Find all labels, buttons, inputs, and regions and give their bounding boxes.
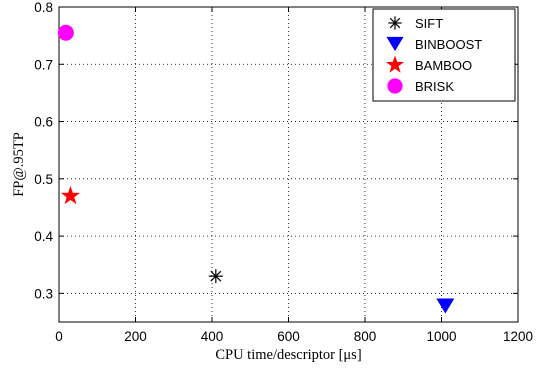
legend: SIFT BINBOOST BAMBOO BRISK (372, 8, 516, 102)
legend-marker-binboost (386, 36, 404, 52)
legend-label: SIFT (415, 16, 443, 31)
x-tick-label: 600 (277, 329, 300, 344)
legend-label: BINBOOST (415, 37, 482, 52)
data-point-brisk (57, 24, 74, 41)
x-tick-label: 200 (124, 329, 147, 344)
legend-label: BRISK (415, 79, 454, 94)
y-tick-label: 0.4 (34, 229, 53, 244)
x-tick-label: 1000 (426, 329, 456, 344)
y-tick-label: 0.8 (34, 0, 53, 15)
legend-marker-brisk (387, 78, 403, 94)
y-tick-label: 0.7 (34, 57, 53, 72)
y-tick-label: 0.5 (34, 172, 53, 187)
legend-marker-bamboo (385, 55, 405, 73)
x-tick-label: 800 (354, 329, 377, 344)
data-point-bamboo (60, 186, 80, 205)
axis-ticks: 0 200 400 600 800 1000 1200 0.3 0.4 0.5 0.6 0.7 0.8 (34, 0, 533, 344)
y-tick-label: 0.3 (34, 286, 53, 301)
legend-marker-sift (388, 16, 402, 30)
data-point-binboost (436, 298, 455, 314)
x-tick-label: 0 (55, 329, 63, 344)
x-tick-label: 400 (201, 329, 224, 344)
x-tick-label: 1200 (503, 329, 533, 344)
x-axis-label: CPU time/descriptor [μs] (215, 347, 361, 363)
data-point-sift (208, 269, 223, 284)
legend-label: BAMBOO (415, 58, 472, 73)
grid-lines (59, 7, 518, 322)
y-tick-label: 0.6 (34, 115, 53, 130)
data-points (57, 24, 455, 314)
y-axis-label: FP@.95TP (11, 132, 27, 197)
